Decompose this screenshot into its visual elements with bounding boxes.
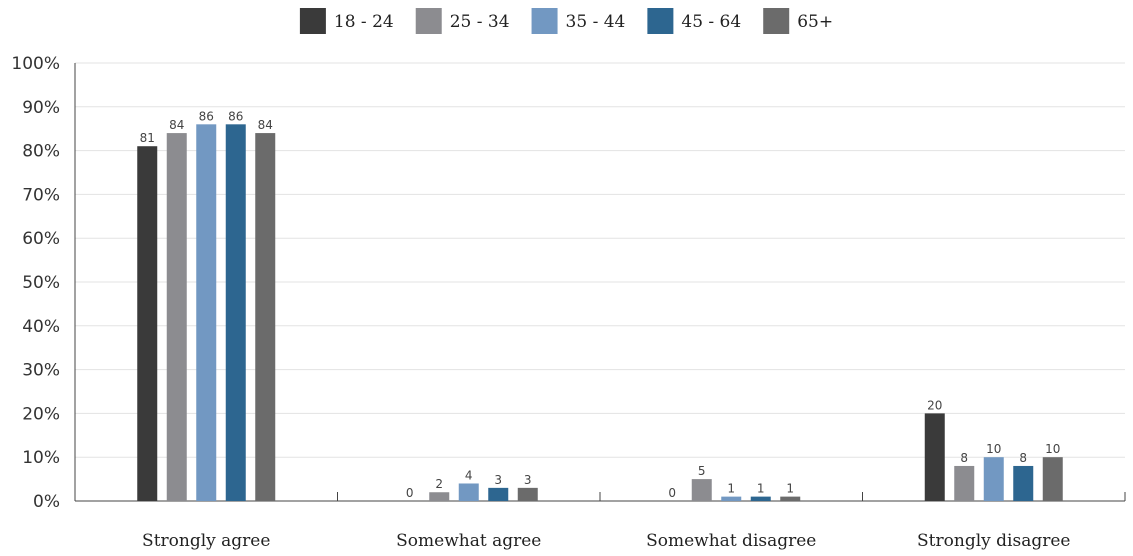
data-label: 84 [258,118,273,132]
data-label: 3 [494,473,502,487]
bar [458,483,479,501]
data-label: 8 [960,451,968,465]
category-label: Strongly agree [142,531,270,551]
y-tick-label: 70% [22,185,60,205]
bar [691,479,712,501]
bar [429,492,450,501]
data-label: 86 [199,109,214,123]
data-label: 1 [757,482,765,496]
bar [1042,457,1063,501]
bar [750,496,771,501]
data-label: 0 [668,486,676,500]
data-label: 1 [727,482,735,496]
bar [780,496,801,501]
data-label: 86 [228,109,243,123]
data-label: 4 [465,468,473,482]
data-label: 0 [406,486,414,500]
legend-label: 25 - 34 [450,12,510,32]
category-label: Strongly disagree [917,531,1070,551]
legend-label: 65+ [797,12,833,32]
legend-swatch [763,8,790,34]
legend-swatch [299,8,326,34]
bar [166,133,187,501]
data-label: 3 [524,473,532,487]
bar [255,133,276,501]
legend-label: 18 - 24 [334,12,394,32]
data-label: 2 [435,477,443,491]
y-tick-label: 0% [33,492,60,512]
y-axis-tick-labels: 0% 10% 20% 30% 40% 50% 60% 70% 80% 90% 100% [11,54,60,512]
y-tick-label: 80% [22,142,60,162]
bar [721,496,742,501]
legend-swatch [647,8,674,34]
bar [488,487,509,501]
data-label: 8 [1019,451,1027,465]
category-label: Somewhat agree [396,531,541,551]
bar [196,124,217,501]
y-tick-label: 60% [22,229,60,249]
bar [924,413,945,501]
data-label: 81 [140,131,155,145]
bar [954,465,975,501]
y-tick-label: 50% [22,273,60,293]
bar [137,146,158,501]
y-tick-label: 30% [22,361,60,381]
category-label: Somewhat disagree [646,531,816,551]
chart-bars [137,124,1063,501]
data-label: 1 [786,482,794,496]
y-tick-label: 20% [22,404,60,424]
bar [225,124,246,501]
chart-legend: 18 - 24 25 - 34 35 - 44 45 - 64 65+ [299,8,833,34]
data-labels: 81 84 86 86 84 0 2 4 3 3 0 5 1 1 1 20 8 10 8 10 [140,109,1061,500]
data-label: 10 [986,442,1001,456]
chart-gridlines [75,62,1125,458]
legend-label: 45 - 64 [681,12,741,32]
bar [983,457,1004,501]
bar [1013,465,1034,501]
legend-swatch [531,8,558,34]
data-label: 5 [698,464,706,478]
x-axis-category-labels: Strongly agree Somewhat agree Somewhat dis… [142,531,1070,551]
y-tick-label: 40% [22,317,60,337]
legend-label: 35 - 44 [566,12,626,32]
data-label: 10 [1045,442,1060,456]
y-tick-label: 90% [22,98,60,118]
y-tick-label: 10% [22,448,60,468]
legend-swatch [415,8,442,34]
y-tick-label: 100% [11,54,60,74]
data-label: 84 [169,118,184,132]
data-label: 20 [927,398,942,412]
bar [517,487,538,501]
chart-axes [74,63,1126,502]
